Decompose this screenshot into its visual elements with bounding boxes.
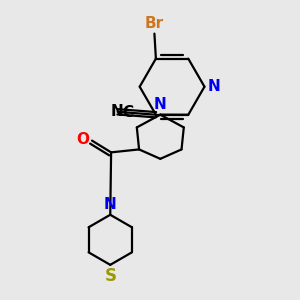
Text: N: N — [111, 104, 124, 119]
Text: S: S — [104, 267, 116, 285]
Text: N: N — [104, 197, 117, 212]
Text: O: O — [76, 132, 89, 147]
Text: C: C — [123, 105, 134, 120]
Text: Br: Br — [145, 16, 164, 31]
Text: N: N — [208, 79, 221, 94]
Text: N: N — [154, 97, 167, 112]
